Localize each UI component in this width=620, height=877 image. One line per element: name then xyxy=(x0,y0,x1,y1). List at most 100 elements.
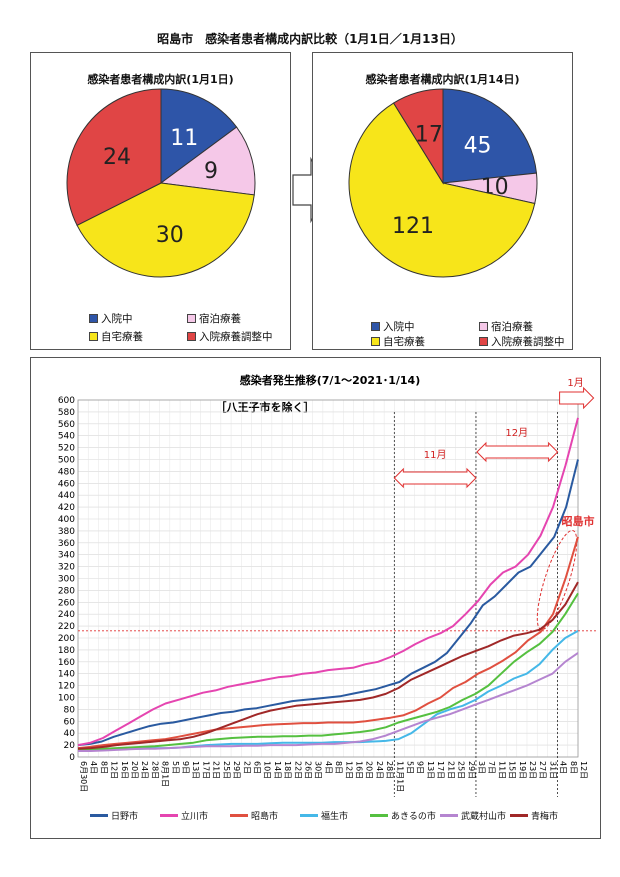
legend-item-series: あきるの市 xyxy=(370,809,436,822)
arrow-december xyxy=(476,441,559,463)
y-tick-label: 240 xyxy=(58,610,75,620)
x-tick-label: 19日 xyxy=(518,761,527,779)
x-tick-label: 6月30日 xyxy=(79,761,88,792)
y-tick-label: 400 xyxy=(58,515,75,525)
pie-slice-adjust xyxy=(392,88,444,185)
line-chart-note: ［八王子市を除く］ xyxy=(216,400,315,414)
legend-series-label: 青梅市 xyxy=(531,812,559,822)
pie-left-title: 感染者患者構成内訳(1月1日) xyxy=(87,73,234,86)
pie-left-legend: 入院中 宿泊療養 自宅療養 入院療養調整中 xyxy=(89,311,289,351)
series-line-2 xyxy=(77,536,579,750)
x-tick-label: 11日 xyxy=(497,761,506,779)
x-tick-label: 29日 xyxy=(467,761,476,779)
y-tick-label: 80 xyxy=(64,705,76,715)
legend-label: 入院療養調整中 xyxy=(199,331,273,343)
legend-line-swatch xyxy=(510,814,528,817)
x-tick-label: 27日 xyxy=(538,761,547,779)
pie-panel-right: 感染者患者構成内訳(1月14日) 45 10 121 17 入院中 宿泊療養 自宅療養… xyxy=(312,52,573,350)
y-tick-label: 100 xyxy=(58,694,75,704)
x-tick-label: 4日 xyxy=(324,761,333,774)
y-tick-label: 500 xyxy=(58,456,75,466)
y-tick-label: 220 xyxy=(58,622,75,632)
y-tick-label: 140 xyxy=(58,670,75,680)
pie-right-legend: 入院中 宿泊療養 自宅療養 入院療養調整中 xyxy=(371,319,571,359)
x-tick-label: 17日 xyxy=(436,761,445,779)
annotation-december: 12月 xyxy=(505,427,528,439)
y-tick-label: 320 xyxy=(58,563,75,573)
y-tick-label: 360 xyxy=(58,539,75,549)
x-tick-label: 8日 xyxy=(569,761,578,774)
y-tick-label: 420 xyxy=(58,503,75,513)
y-tick-label: 540 xyxy=(58,432,75,442)
x-tick-label: 30日 xyxy=(314,761,323,779)
annotation-akishima: 昭島市 xyxy=(562,514,595,528)
x-tick-label: 26日 xyxy=(303,761,312,779)
y-tick-label: 600 xyxy=(58,396,75,406)
x-tick-label: 16日 xyxy=(120,761,129,779)
y-tick-label: 460 xyxy=(58,479,75,489)
legend-item-home: 自宅療養 xyxy=(371,334,425,349)
y-tick-label: 200 xyxy=(58,634,75,644)
x-tick-label: 31日 xyxy=(548,761,557,779)
x-tick-label: 8月1日 xyxy=(161,761,170,787)
y-tick-label: 480 xyxy=(58,467,75,477)
legend-item-hospital: 入院中 xyxy=(89,311,133,326)
pie-right-title: 感染者患者構成内訳(1月14日) xyxy=(365,73,520,86)
legend-swatch-home xyxy=(89,332,98,341)
x-tick-label: 28日 xyxy=(385,761,394,779)
x-tick-label: 23日 xyxy=(528,761,537,779)
x-tick-label: 25日 xyxy=(457,761,466,779)
legend-line-swatch xyxy=(440,814,458,817)
legend-item-series: 昭島市 xyxy=(230,809,278,822)
legend-line-swatch xyxy=(160,814,178,817)
legend-item-home: 自宅療養 xyxy=(89,329,143,344)
y-tick-label: 580 xyxy=(58,408,75,418)
y-tick-label: 260 xyxy=(58,598,75,608)
x-tick-label: 9日 xyxy=(181,761,190,774)
pie-value-label: 11 xyxy=(170,126,198,151)
pie-chart-left: 119 30 24 xyxy=(66,88,256,278)
legend-label: 入院療養調整中 xyxy=(491,336,565,348)
x-tick-label: 11月1日 xyxy=(395,761,404,792)
legend-line-swatch xyxy=(300,814,318,817)
x-tick-label: 25日 xyxy=(222,761,231,779)
pie-slice-home xyxy=(348,102,536,278)
legend-item-hotel: 宿泊療養 xyxy=(479,319,533,334)
series-line-6 xyxy=(77,581,579,750)
pie-slice-hotel xyxy=(159,126,256,196)
legend-line-swatch xyxy=(90,814,108,817)
arrow-november xyxy=(393,467,477,489)
legend-label: 入院中 xyxy=(383,321,415,333)
legend-swatch-hotel xyxy=(479,322,488,331)
legend-item-series: 武蔵村山市 xyxy=(440,809,506,822)
x-tick-label: 29日 xyxy=(232,761,241,779)
y-tick-label: 280 xyxy=(58,586,75,596)
legend-item-hotel: 宿泊療養 xyxy=(187,311,241,326)
x-tick-label: 8日 xyxy=(334,761,343,774)
pie-slice-adjust xyxy=(66,88,162,226)
annotation-january: 1月 xyxy=(567,377,583,389)
y-tick-label: 120 xyxy=(58,682,75,692)
legend-item-adjust: 入院療養調整中 xyxy=(479,334,565,349)
legend-series-label: 立川市 xyxy=(181,812,209,822)
pie-value-label: 30 xyxy=(156,223,184,248)
x-tick-label: 24日 xyxy=(375,761,384,779)
legend-label: 自宅療養 xyxy=(383,336,425,348)
legend-line-swatch xyxy=(370,814,388,817)
legend-swatch-hospital xyxy=(371,322,380,331)
x-tick-label: 16日 xyxy=(355,761,364,779)
legend-swatch-adjust xyxy=(479,337,488,346)
x-tick-label: 17日 xyxy=(201,761,210,779)
pie-value-label: 45 xyxy=(464,134,492,159)
x-tick-label: 12日 xyxy=(579,761,588,779)
y-tick-label: 380 xyxy=(58,527,75,537)
x-tick-label: 28日 xyxy=(150,761,159,779)
pie-slice-home xyxy=(76,182,255,278)
x-tick-label: 22日 xyxy=(293,761,302,779)
legend-swatch-adjust xyxy=(187,332,196,341)
pie-panel-left: 感染者患者構成内訳(1月1日) 11 9 30 24 入院中 宿泊療養 自宅療養 入院… xyxy=(30,52,291,350)
legend-item-series: 青梅市 xyxy=(510,809,558,822)
series-line-5 xyxy=(78,652,579,752)
